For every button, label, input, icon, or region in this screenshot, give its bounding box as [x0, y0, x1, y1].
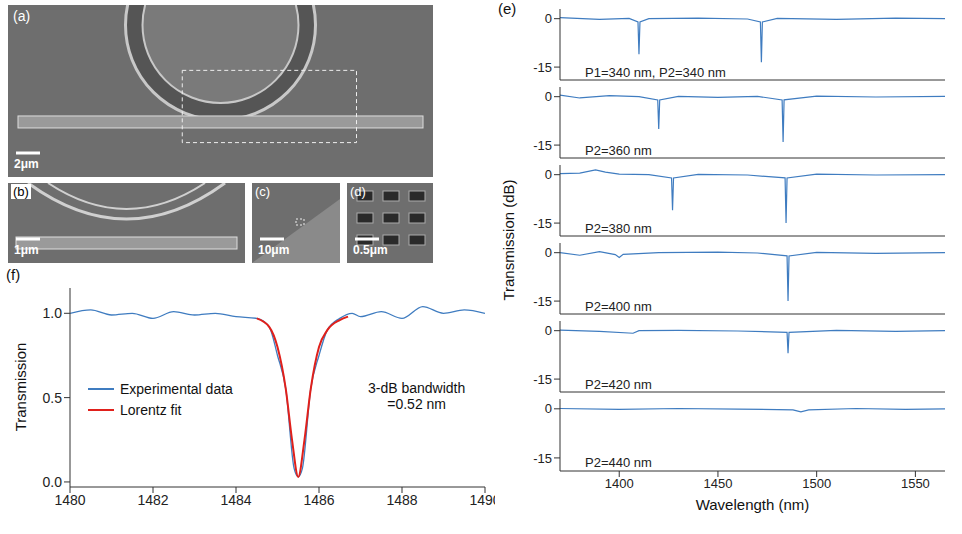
svg-text:0: 0: [545, 167, 552, 182]
svg-text:0: 0: [545, 401, 552, 416]
svg-text:1486: 1486: [303, 492, 334, 508]
html-text:=0.52 nm: =0.52 nm: [387, 396, 446, 412]
svg-text:0: 0: [545, 323, 552, 338]
svg-text:-15: -15: [533, 451, 552, 466]
svg-text:-15: -15: [533, 372, 552, 387]
svg-text:0.5: 0.5: [43, 390, 63, 406]
svg-text:-15: -15: [533, 138, 552, 153]
svg-text:0: 0: [545, 11, 552, 26]
html-text:0.5μm: 0.5μm: [353, 243, 388, 257]
html-text:(d): (d): [350, 184, 366, 199]
svg-text:1550: 1550: [901, 476, 930, 491]
svg-text:-15: -15: [533, 216, 552, 231]
html-text:P2=420 nm: P2=420 nm: [585, 377, 652, 392]
svg-text:-15: -15: [533, 60, 552, 75]
svg-text:0.0: 0.0: [43, 474, 63, 490]
svg-text:1484: 1484: [220, 492, 251, 508]
html-text:(b): (b): [13, 184, 29, 199]
html-text:P2=440 nm: P2=440 nm: [585, 455, 652, 470]
html-text:(e): (e): [498, 0, 517, 17]
svg-text:0: 0: [545, 245, 552, 260]
html-text:(a): (a): [13, 8, 31, 24]
svg-text:1482: 1482: [137, 492, 168, 508]
html-text:1μm: 1μm: [14, 243, 39, 257]
html-text:3-dB bandwidth: 3-dB bandwidth: [368, 380, 466, 396]
html-text:10μm: 10μm: [258, 243, 290, 257]
svg-text:1500: 1500: [802, 476, 831, 491]
svg-text:1.0: 1.0: [43, 305, 63, 321]
svg-text:0: 0: [545, 89, 552, 104]
html-text:Wavelength (nm): Wavelength (nm): [695, 496, 810, 513]
svg-text:1480: 1480: [54, 492, 85, 508]
html-text:Experimental data: Experimental data: [120, 380, 233, 397]
svg-text:1488: 1488: [386, 492, 417, 508]
svg-text:1400: 1400: [605, 476, 634, 491]
html-text:Transmission (dB): Transmission (dB): [499, 179, 517, 301]
html-text:Transmission: Transmission: [11, 342, 29, 432]
svg-text:1450: 1450: [703, 476, 732, 491]
html-text:P2=400 nm: P2=400 nm: [585, 299, 652, 314]
html-text:P2=380 nm: P2=380 nm: [585, 221, 652, 236]
svg-text:-15: -15: [533, 294, 552, 309]
svg-text:1490: 1490: [469, 492, 495, 508]
html-text:Lorentz fit: Lorentz fit: [120, 401, 182, 418]
html-text:P2=360 nm: P2=360 nm: [585, 143, 652, 158]
html-text:(f): (f): [6, 266, 21, 283]
html-text:P1=340 nm, P2=340 nm: P1=340 nm, P2=340 nm: [585, 65, 726, 80]
html-text:(c): (c): [255, 184, 271, 199]
html-text:2μm: 2μm: [14, 157, 39, 171]
